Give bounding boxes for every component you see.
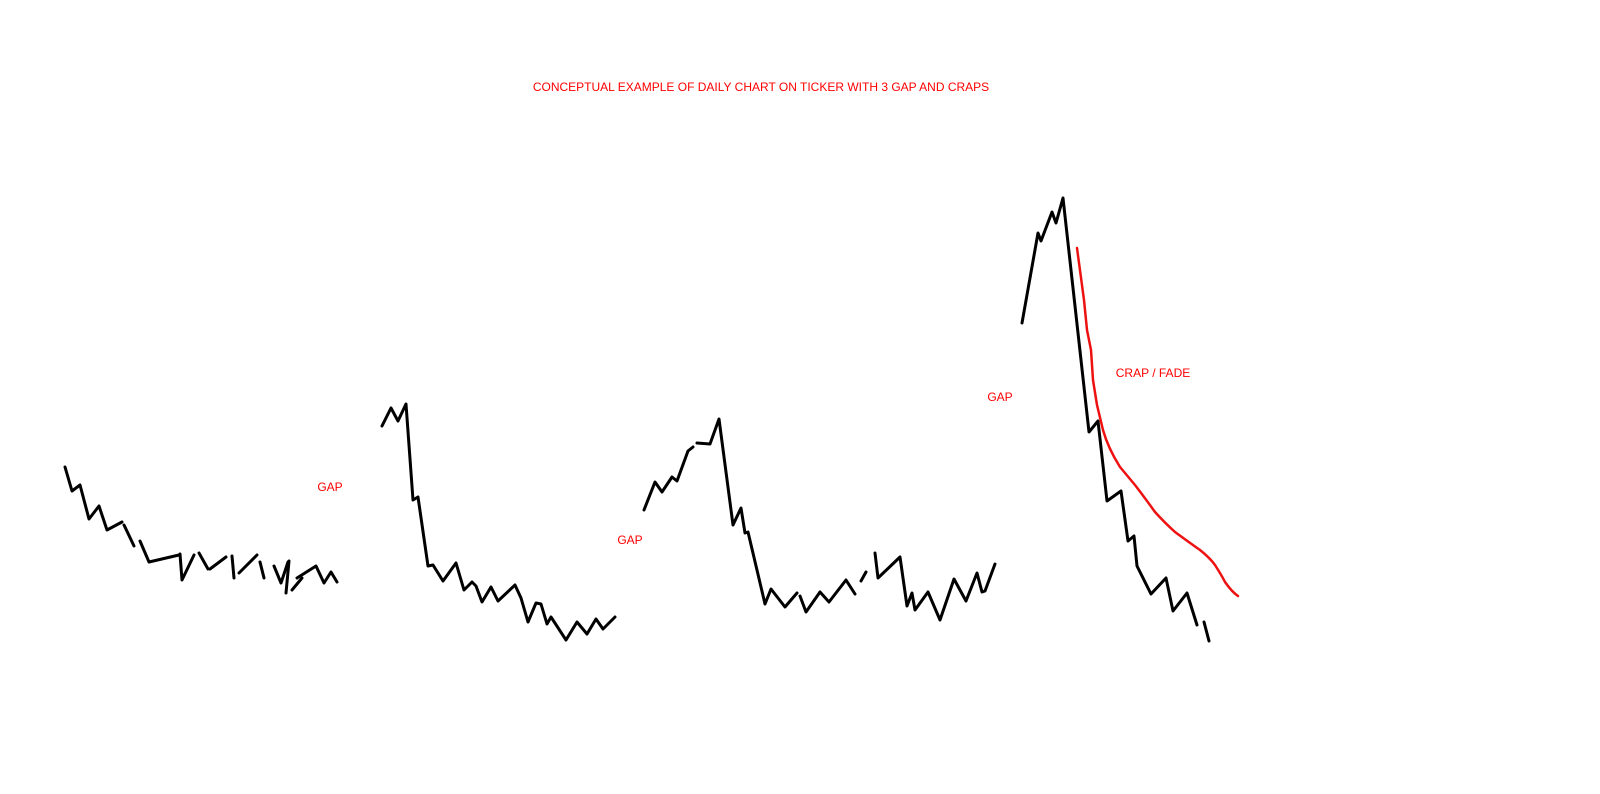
price-sketch-1 [63,465,339,595]
gap-label: GAP [617,533,642,547]
price-sketch-3 [642,417,997,622]
gap-label: GAP [317,480,342,494]
price-sketch-4 [1020,196,1211,643]
fade-label: CRAP / FADE [1116,366,1190,380]
gap-label: GAP [987,390,1012,404]
price-sketch-2 [380,402,617,642]
fade-curve [1075,246,1240,598]
title: CONCEPTUAL EXAMPLE OF DAILY CHART ON TIC… [533,80,989,94]
